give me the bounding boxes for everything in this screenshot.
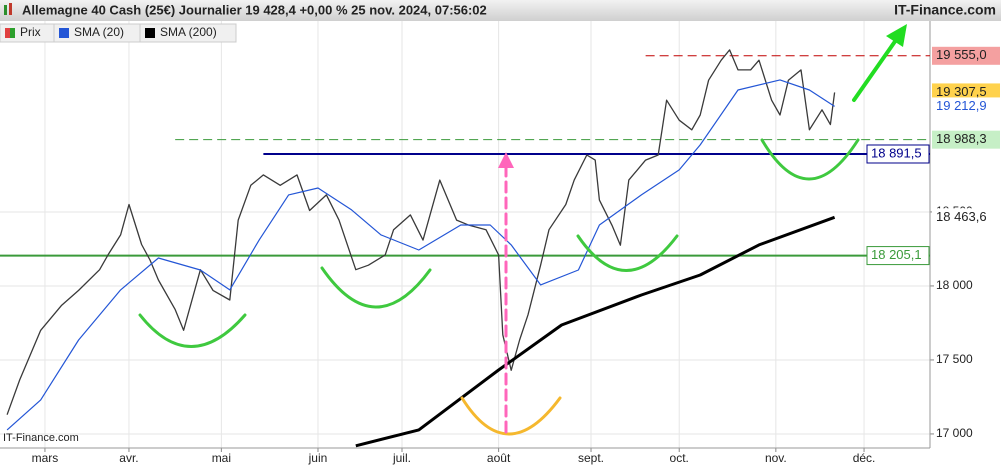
x-tick-label: juil. xyxy=(392,451,411,465)
legend: Prix SMA (20) SMA (200) xyxy=(0,23,237,43)
level-label-box xyxy=(932,46,1000,65)
last-value-label: 19 307,5 xyxy=(936,84,987,99)
x-tick-label: avr. xyxy=(119,451,138,465)
series-line xyxy=(6,79,835,431)
legend-box xyxy=(139,23,237,43)
x-tick-label: déc. xyxy=(853,451,876,465)
level-label: 18 891,5 xyxy=(871,145,922,160)
pattern-arc xyxy=(460,396,562,436)
level-label-box xyxy=(932,130,1000,149)
legend-swatch xyxy=(59,28,69,38)
level-label: 18 988,3 xyxy=(936,131,987,146)
y-tick-label: 18 000 xyxy=(936,278,973,292)
legend-label: SMA (200) xyxy=(160,25,217,39)
annotations xyxy=(138,24,907,436)
series-line xyxy=(355,215,836,448)
legend-label: SMA (20) xyxy=(74,25,124,39)
pattern-arc xyxy=(760,138,860,181)
level-label-box xyxy=(866,144,930,164)
legend-swatch xyxy=(145,28,155,38)
header-icon xyxy=(9,3,12,15)
y-tick-label: 17 500 xyxy=(936,352,973,366)
last-value-label: 18 463,6 xyxy=(936,209,987,224)
x-tick-label: nov. xyxy=(765,451,787,465)
header-bar xyxy=(0,0,1001,21)
green-arrow xyxy=(852,38,898,102)
last-value-label: 19 212,9 xyxy=(936,98,987,113)
x-tick-label: août xyxy=(487,451,511,465)
pattern-arc xyxy=(320,266,432,309)
x-tick-label: mars xyxy=(32,451,59,465)
chart-title: Allemagne 40 Cash (25€) Journalier 19 42… xyxy=(22,2,487,17)
pattern-arc xyxy=(138,313,247,348)
last-value-box xyxy=(932,97,1000,116)
pink-arrow-head xyxy=(498,152,514,168)
x-tick-label: juin xyxy=(308,451,328,465)
series-line xyxy=(6,49,836,415)
brand: IT-Finance.com xyxy=(894,2,996,18)
level-label: 18 205,1 xyxy=(871,247,922,262)
green-arrow-head xyxy=(886,24,907,47)
legend-swatch xyxy=(5,28,10,38)
level-label-box xyxy=(866,246,930,266)
header-icon xyxy=(4,5,7,15)
x-tick-label: mai xyxy=(212,451,231,465)
y-tick-label: 17 000 xyxy=(936,426,973,440)
level-label: 19 555,0 xyxy=(936,47,987,62)
watermark: IT-Finance.com xyxy=(3,432,79,444)
x-tick-label: oct. xyxy=(670,451,689,465)
legend-label: Prix xyxy=(20,25,41,39)
last-value-box xyxy=(932,83,1000,102)
pattern-arc xyxy=(576,234,679,272)
last-value-box xyxy=(932,208,1000,227)
legend-swatch xyxy=(10,28,15,38)
x-tick-label: sept. xyxy=(578,451,604,465)
